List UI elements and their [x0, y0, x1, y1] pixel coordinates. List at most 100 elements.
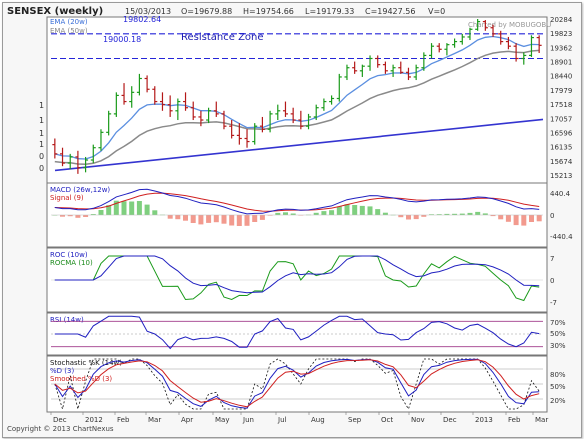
x-axis-label: Mar: [535, 416, 548, 424]
macd-histogram-bar: [198, 215, 204, 225]
macd-tick: 440.4: [550, 190, 571, 198]
rsi-label: RSI (14w): [50, 316, 84, 324]
macd-histogram-bar: [329, 210, 335, 215]
stoch-smoothed-d-line: [54, 359, 540, 408]
macd-histogram-bar: [375, 209, 381, 215]
macd-histogram-bar: [382, 212, 388, 215]
header-high: H=19754.66: [243, 7, 294, 16]
rsi-tick: 30%: [550, 342, 566, 350]
macd-histogram-bar: [444, 213, 450, 215]
copyright: Copyright © 2013 ChartNexus: [7, 425, 114, 433]
x-axis-label: Feb: [117, 416, 130, 424]
macd-histogram-bar: [290, 213, 296, 215]
left-label: 0: [39, 164, 44, 173]
price-tick: 15213: [550, 172, 572, 180]
macd-histogram-bar: [398, 215, 404, 218]
macd-histogram-bar: [521, 215, 527, 226]
roc-tick: 0: [550, 277, 554, 285]
x-axis-label: Nov: [411, 416, 425, 424]
macd-histogram-bar: [459, 213, 465, 215]
ema20-line: [54, 35, 540, 160]
macd-histogram-bar: [413, 215, 419, 220]
macd-histogram-bar: [336, 206, 342, 215]
stoch-tick: 50%: [550, 383, 566, 391]
macd-histogram-bar: [98, 210, 104, 215]
price-tick: 16135: [550, 144, 572, 152]
header-open: O=19679.88: [181, 7, 232, 16]
macd-histogram-bar: [190, 215, 196, 223]
x-axis-label: Feb: [508, 416, 521, 424]
stoch-tick: 80%: [550, 371, 566, 379]
macd-label: MACD (26w,12w): [50, 186, 110, 194]
macd-histogram-bar: [513, 215, 519, 226]
x-axis-label: Aug: [311, 416, 325, 424]
macd-histogram-bar: [421, 215, 427, 217]
macd-histogram-bar: [367, 206, 373, 215]
macd-histogram-bar: [167, 215, 173, 219]
macd-histogram-bar: [136, 201, 142, 215]
x-axis-label: 2013: [475, 416, 493, 424]
macd-histogram-bar: [467, 212, 473, 215]
legend-ema50: EMA (50w): [50, 27, 88, 35]
left-label: 1: [39, 101, 44, 110]
macd-histogram-bar: [321, 211, 327, 215]
price-tick: 19823: [550, 30, 572, 38]
stoch-k-label: Stochastic %K (14w): [50, 359, 122, 367]
macd-histogram-bar: [236, 215, 242, 226]
stoch-tick: 20%: [550, 397, 566, 405]
roc-label: ROC (10w): [50, 251, 88, 259]
price-tick: 17979: [550, 87, 572, 95]
macd-histogram-bar: [436, 214, 442, 215]
macd-histogram-bar: [229, 215, 235, 226]
chart-canvas: SENSEX (weekly) 15/03/2013 O=19679.88 H=…: [7, 6, 573, 433]
x-axis-label: May: [215, 416, 229, 424]
macd-histogram-bar: [221, 215, 227, 224]
roc-tick: 7: [550, 255, 554, 263]
x-axis: Dec 2012 Feb Mar Apr May Jun Jul Aug Sep Oct Nov Dec…: [50, 412, 548, 424]
price-tick: 17518: [550, 101, 572, 109]
x-axis-label: Oct: [381, 416, 393, 424]
price-tick: 16596: [550, 130, 573, 138]
left-label: 1: [39, 140, 44, 149]
macd-histogram-bar: [406, 215, 411, 220]
header-low: L=19179.33: [305, 7, 354, 16]
macd-histogram-bar: [144, 204, 150, 215]
support-trendline: [54, 118, 544, 172]
left-label: 1: [39, 116, 44, 125]
macd-histogram-bar: [498, 215, 504, 220]
price-tick: 18440: [550, 73, 572, 81]
x-axis-label: Apr: [181, 416, 193, 424]
macd-histogram-bar: [252, 215, 258, 222]
chart-drawing: [51, 19, 544, 411]
macd-histogram-bar: [152, 210, 158, 215]
header-volume: V=0: [428, 7, 445, 16]
stoch-d-label: %D (3): [50, 367, 74, 375]
macd-histogram-bar: [352, 205, 358, 215]
x-axis-label: Dec: [443, 416, 457, 424]
macd-histogram-bar: [482, 213, 488, 215]
x-axis-label: Jun: [242, 416, 254, 424]
stoch-d-line: [54, 358, 540, 409]
roc-tick: -7: [550, 299, 557, 307]
macd-histogram-bar: [344, 204, 350, 215]
resistance-zone-label: Resistance Zone: [181, 32, 264, 43]
header-close: C=19427.56: [365, 7, 415, 16]
macd-histogram-bar: [244, 215, 250, 226]
macd-histogram-bar: [60, 215, 65, 217]
chart-title: SENSEX (weekly): [7, 6, 103, 17]
macd-histogram-bar: [529, 215, 534, 222]
macd-histogram-bar: [129, 201, 135, 215]
macd-histogram-bar: [106, 205, 112, 215]
x-axis-label: Sep: [348, 416, 362, 424]
price-tick: 19362: [550, 44, 572, 52]
x-axis-label: Jul: [277, 416, 287, 424]
rsi-line: [54, 315, 540, 350]
signal-label: Signal (9): [50, 194, 84, 202]
price-tick: 17057: [550, 115, 572, 123]
rsi-tick: 50%: [550, 330, 566, 338]
rsi-tick: 70%: [550, 319, 566, 327]
charted-by-watermark: Charted by MOBUGOBU: [468, 21, 551, 29]
macd-histogram-bar: [490, 215, 496, 217]
stoch-k-line: [54, 358, 540, 411]
